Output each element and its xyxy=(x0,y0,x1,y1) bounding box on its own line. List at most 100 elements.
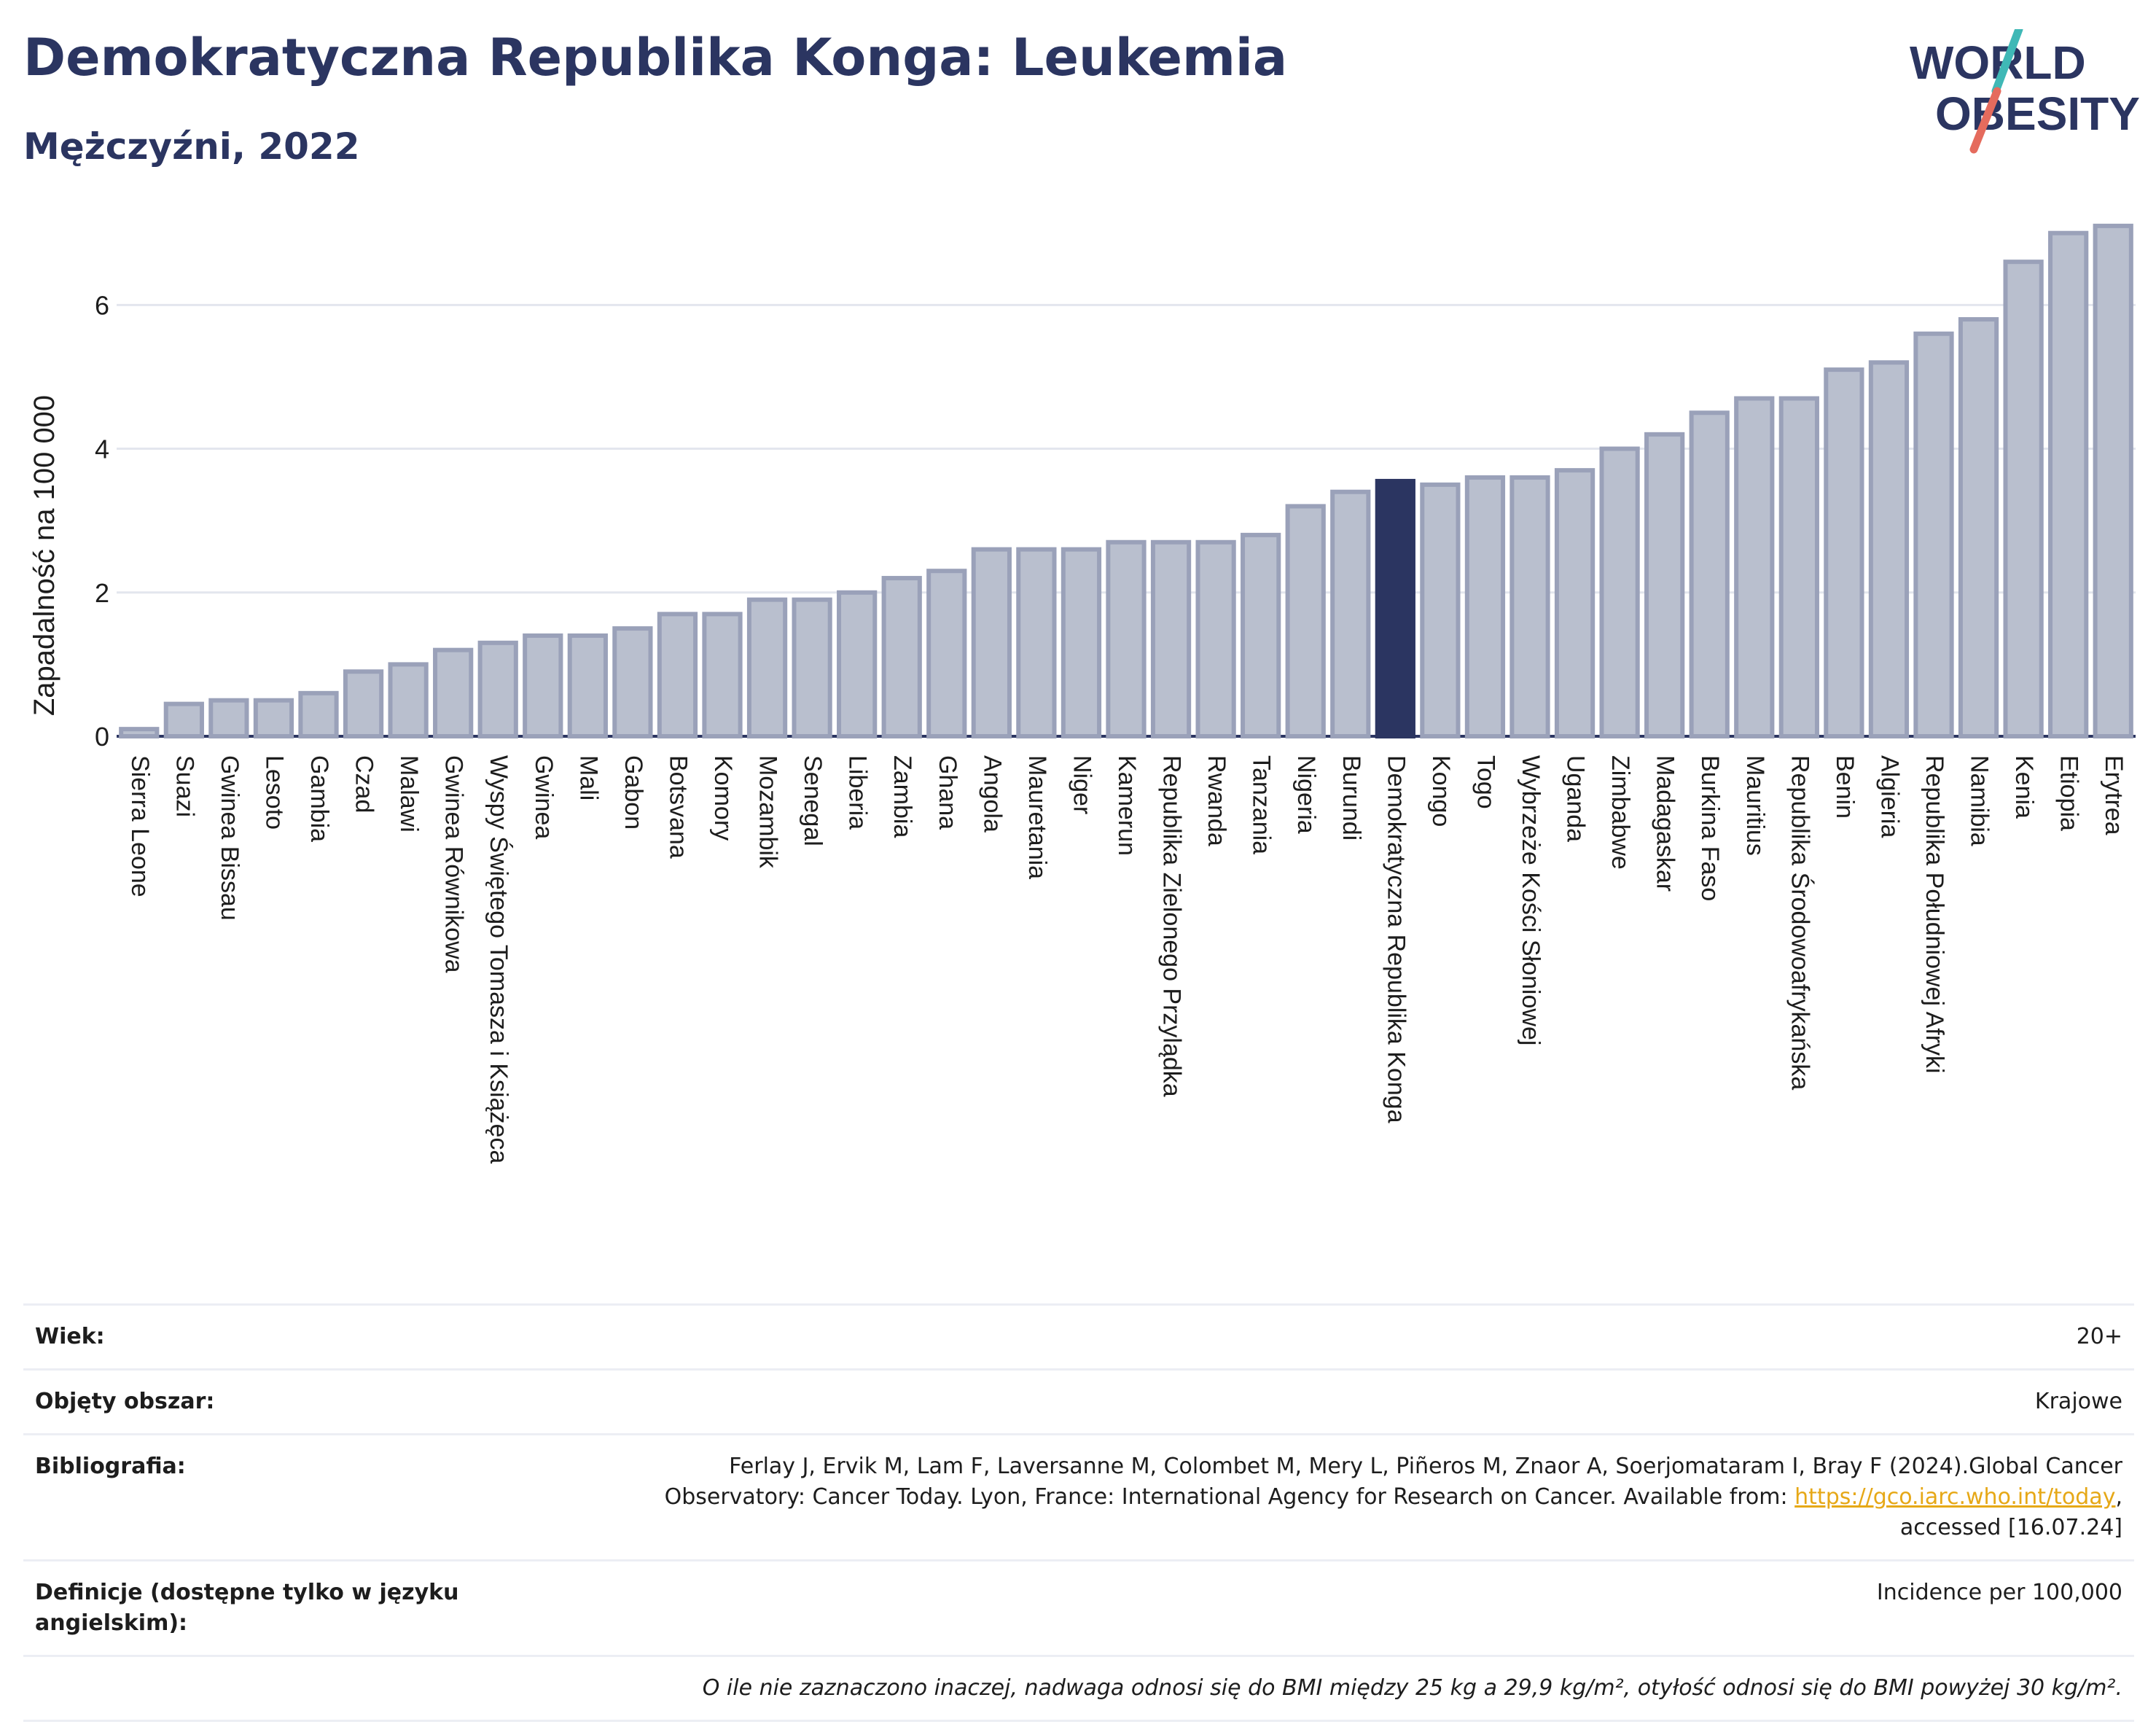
x-tick-label: Mozambik xyxy=(754,755,782,869)
bar xyxy=(2093,223,2133,739)
bar xyxy=(1689,410,1730,738)
bar xyxy=(1150,539,1192,738)
bibliography-text-3: , xyxy=(2115,1484,2122,1510)
meta-row-bibliography: Bibliografia: Ferlay J, Ervik M, Lam F, … xyxy=(23,1433,2134,1559)
x-tick-label: Zambia xyxy=(888,755,916,838)
y-tick-label: 6 xyxy=(95,290,109,320)
bar xyxy=(477,640,518,738)
footnote: O ile nie zaznaczono inaczej, nadwaga od… xyxy=(702,1675,2122,1701)
bar xyxy=(926,569,967,739)
age-value: 20+ xyxy=(2076,1324,2122,1349)
coverage-value: Krajowe xyxy=(2034,1389,2122,1414)
bar xyxy=(971,547,1012,738)
x-tick-label: Wybrzeże Kości Słoniowej xyxy=(1517,755,1544,1045)
bar-chart: 0 2 4 6 Sierra Leone Suazi Gwinea Bissau Lesot… xyxy=(28,223,2136,1163)
x-tick-label: Niger xyxy=(1068,755,1095,814)
bar-highlighted xyxy=(1375,478,1415,738)
bar xyxy=(1330,489,1371,738)
bar xyxy=(1913,331,1954,738)
bar xyxy=(119,727,160,739)
x-tick-label: Kongo xyxy=(1427,755,1455,827)
bar xyxy=(657,612,698,738)
bar xyxy=(1868,360,1910,738)
x-tick-label: Lesoto xyxy=(260,755,288,830)
definitions-label: Definicje (dostępne tylko w języku angie… xyxy=(35,1580,459,1636)
meta-row-age: Wiek: 20+ xyxy=(23,1303,2134,1368)
bibliography-value: Ferlay J, Ervik M, Lam F, Laversanne M, … xyxy=(487,1451,2122,1543)
bar xyxy=(1554,468,1595,739)
x-tick-label: Gwinea Równikowa xyxy=(440,755,468,973)
x-tick-label: Benin xyxy=(1831,755,1859,819)
bar xyxy=(1509,475,1550,738)
bar xyxy=(1599,446,1640,738)
x-tick-label: Madagaskar xyxy=(1652,755,1679,892)
x-tick-label: Mauretania xyxy=(1023,755,1051,879)
bar xyxy=(208,698,249,739)
bar xyxy=(1644,432,1685,738)
bar xyxy=(746,597,788,739)
x-tick-label: Senegal xyxy=(799,755,827,846)
bar xyxy=(388,662,429,739)
x-tick-label: Gambia xyxy=(305,755,333,842)
bar xyxy=(1241,532,1281,739)
page-subtitle: Mężczyźni, 2022 xyxy=(23,125,360,168)
x-tick-label: Sierra Leone xyxy=(126,755,154,897)
logo-line-2: OBESITY xyxy=(1935,87,2140,140)
bar xyxy=(1420,482,1461,738)
logo-slash-coral xyxy=(1969,87,2001,154)
bar xyxy=(1824,367,1864,738)
definitions-value: Incidence per 100,000 xyxy=(1876,1580,2122,1605)
metadata-table: Wiek: 20+ Objęty obszar: Krajowe Bibliog… xyxy=(23,1303,2134,1722)
x-tick-label: Nigeria xyxy=(1292,755,1320,834)
bar xyxy=(2003,260,2044,738)
x-tick-label: Komory xyxy=(709,755,737,841)
x-tick-label: Burkina Faso xyxy=(1696,755,1724,901)
x-tick-label: Rwanda xyxy=(1203,755,1230,846)
bar xyxy=(1958,317,1999,738)
bar xyxy=(881,576,922,738)
world-obesity-logo: WORLD OBESITY xyxy=(1910,29,2140,154)
x-tick-label: Republika Zielonego Przylądka xyxy=(1158,755,1186,1097)
bar xyxy=(253,698,294,739)
x-labels: Sierra Leone Suazi Gwinea Bissau Lesoto Gamb… xyxy=(126,755,2128,1163)
x-tick-label: Kenia xyxy=(2010,755,2038,819)
x-tick-label: Gabon xyxy=(620,755,647,830)
x-tick-label: Togo xyxy=(1472,755,1499,809)
x-tick-label: Ghana xyxy=(934,755,961,830)
y-tick-label: 2 xyxy=(95,578,109,608)
meta-row-coverage: Objęty obszar: Krajowe xyxy=(23,1368,2134,1433)
x-tick-label: Mali xyxy=(574,755,602,800)
x-tick-label: Namibia xyxy=(1966,755,1993,846)
bar xyxy=(612,626,653,738)
bibliography-text-1: Ferlay J, Ervik M, Lam F, Laversanne M, … xyxy=(729,1454,2122,1479)
x-tick-label: Burundi xyxy=(1337,755,1365,841)
x-tick-label: Uganda xyxy=(1562,755,1590,842)
x-tick-label: Liberia xyxy=(844,755,872,830)
x-tick-label: Etiopia xyxy=(2055,755,2083,831)
x-tick-label: Zimbabwe xyxy=(1606,755,1634,870)
bar xyxy=(837,590,878,738)
y-axis-label: Zapadalność na 100 000 xyxy=(28,395,60,716)
x-tick-label: Tanzania xyxy=(1248,755,1276,854)
bar xyxy=(1464,475,1506,738)
bar xyxy=(1195,539,1236,738)
x-tick-label: Republika Południowej Afryki xyxy=(1921,755,1948,1074)
bar xyxy=(792,597,832,739)
page-title: Demokratyczna Republika Konga: Leukemia xyxy=(23,28,1288,87)
bar xyxy=(2048,230,2089,738)
bar xyxy=(523,633,563,739)
bar xyxy=(343,669,384,738)
bar xyxy=(1106,539,1147,738)
bar xyxy=(1061,547,1102,738)
bar xyxy=(702,612,743,738)
x-tick-label: Gwinea Bissau xyxy=(216,755,243,921)
x-tick-label: Erytrea xyxy=(2100,755,2128,835)
bibliography-link[interactable]: https://gco.iarc.who.int/today xyxy=(1794,1484,2116,1510)
x-tick-label: Malawi xyxy=(395,755,423,833)
y-tick-label: 0 xyxy=(95,722,109,752)
bar xyxy=(1734,396,1775,738)
logo-slash-teal xyxy=(1991,29,2023,95)
bar xyxy=(1016,547,1057,738)
x-tick-label: Angola xyxy=(978,755,1006,833)
x-tick-label: Wyspy Świętego Tomasza i Książęca xyxy=(485,755,513,1163)
